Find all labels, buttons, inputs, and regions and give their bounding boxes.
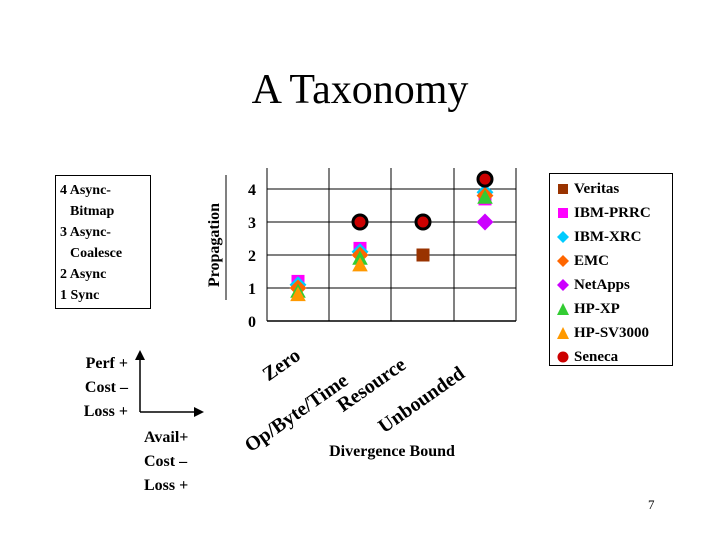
legend-label: Veritas xyxy=(574,180,620,197)
y-tick-label: 4 xyxy=(248,182,256,199)
data-point-seneca xyxy=(414,213,432,231)
sync-level-line: Bitmap xyxy=(70,204,115,219)
legend-marker-icon xyxy=(557,231,569,243)
data-point-hp-sv3000 xyxy=(352,257,368,272)
sync-level-line: Coalesce xyxy=(70,246,123,261)
legend-marker-icon xyxy=(557,327,569,339)
legend-marker-icon xyxy=(557,303,569,315)
legend-entry: IBM-XRC xyxy=(556,225,642,249)
y-axis-label: Propagation xyxy=(206,203,223,287)
legend-entry: Seneca xyxy=(556,345,618,369)
y-tick-label: 0 xyxy=(248,314,256,331)
x-category-label: Zero xyxy=(259,344,305,385)
sync-level-line: 3 Async- xyxy=(60,225,111,240)
legend-label: NetApps xyxy=(574,276,630,293)
perf-cost-loss-label: Perf + Cost – Loss + xyxy=(58,352,128,424)
legend-entry: Veritas xyxy=(556,177,619,201)
avail-arrow-head xyxy=(194,407,204,417)
legend-label: IBM-PRRC xyxy=(574,204,651,221)
legend-marker-icon xyxy=(557,279,569,291)
legend-label: HP-SV3000 xyxy=(574,324,649,341)
loss-line: Loss + xyxy=(83,403,128,420)
data-point-hp-sv3000 xyxy=(290,286,306,302)
loss-line: Loss + xyxy=(144,477,189,494)
legend-label: IBM-XRC xyxy=(574,228,642,245)
avail-cost-loss-label: Avail+ Cost – Loss + xyxy=(144,426,188,498)
legend-marker-icon xyxy=(558,208,568,218)
legend-label: EMC xyxy=(574,252,609,269)
legend-entry: HP-SV3000 xyxy=(556,321,649,345)
legend-entry: EMC xyxy=(556,249,609,273)
legend-marker-icon xyxy=(558,184,568,194)
page-number: 7 xyxy=(648,497,655,512)
data-point-seneca xyxy=(476,170,494,188)
data-point-veritas xyxy=(416,248,430,262)
y-tick-label: 3 xyxy=(248,215,256,232)
sync-level-line: 1 Sync xyxy=(60,288,100,303)
legend-entry: HP-XP xyxy=(556,297,620,321)
slide-title: A Taxonomy xyxy=(251,67,469,113)
sync-level-line: 2 Async xyxy=(60,267,107,282)
sync-levels-box: 4 Async- Bitmap 3 Async- Coalesce 2 Asyn… xyxy=(55,175,151,309)
x-axis-title: Divergence Bound xyxy=(329,443,455,460)
y-tick-label: 1 xyxy=(248,281,256,298)
legend-entry: IBM-PRRC xyxy=(556,201,651,225)
legend-entry: NetApps xyxy=(556,273,630,297)
perf-line: Perf + xyxy=(85,355,128,372)
data-point-hp-xp xyxy=(477,189,493,204)
perf-arrow-head xyxy=(135,350,145,360)
legend-label: Seneca xyxy=(574,348,619,365)
cost-line: Cost – xyxy=(84,379,128,396)
data-point-netapps xyxy=(476,213,494,231)
legend-marker-icon xyxy=(557,255,569,267)
chart-legend: Veritas IBM-PRRC IBM-XRC EMC NetApps HP-XP HP-… xyxy=(549,173,673,366)
avail-line: Avail+ xyxy=(144,429,189,446)
cost-line: Cost – xyxy=(144,453,188,470)
y-tick-label: 2 xyxy=(248,248,256,265)
legend-marker-icon xyxy=(557,351,569,363)
data-point-seneca xyxy=(351,213,369,231)
legend-label: HP-XP xyxy=(574,300,620,317)
sync-level-line: 4 Async- xyxy=(60,183,111,198)
